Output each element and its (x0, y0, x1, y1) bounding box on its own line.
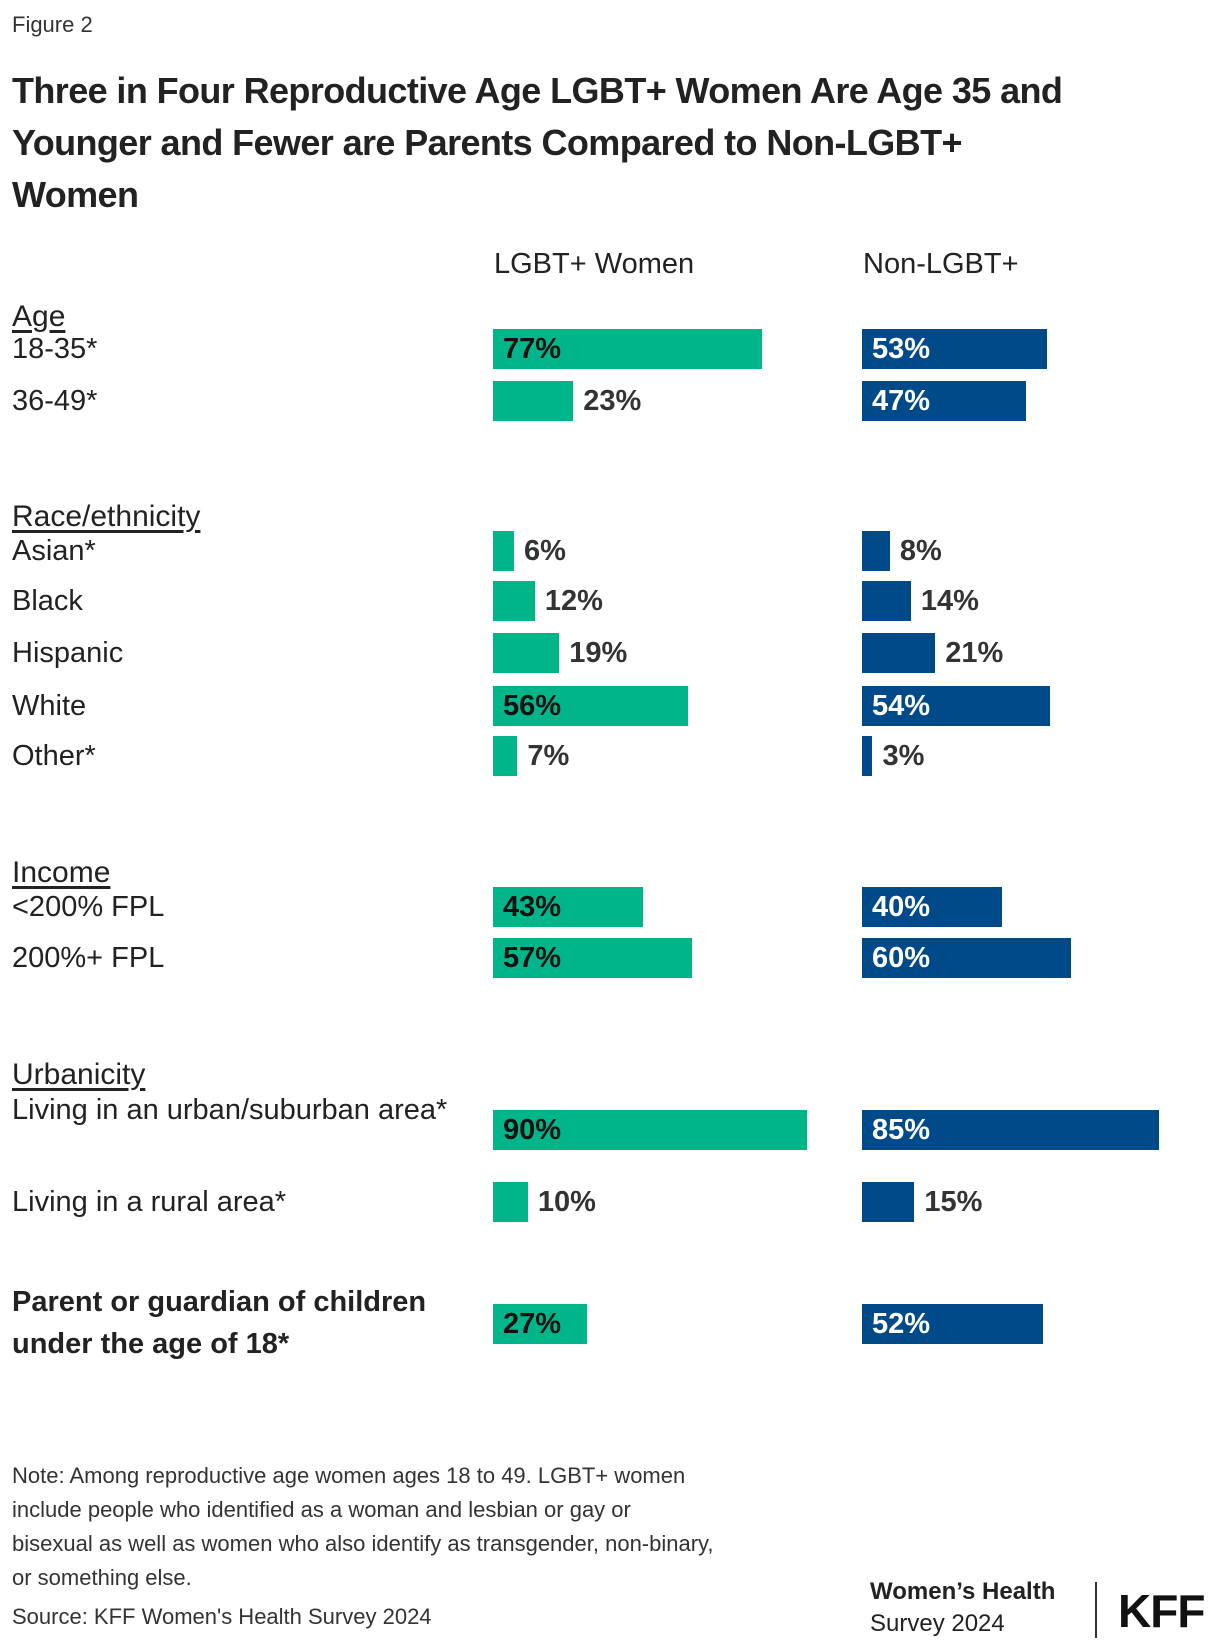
data-label-non-lgbt: 85% (872, 1114, 931, 1146)
bar-non-lgbt (862, 1182, 915, 1222)
row-label: Black (12, 585, 83, 617)
chart-title-line-2: Younger and Fewer are Parents Compared t… (12, 122, 963, 163)
bar-non-lgbt (862, 887, 1002, 927)
row-label: Other* (12, 740, 96, 772)
note-line-2: include people who identified as a woman… (12, 1497, 631, 1522)
kff-logo: KFF (1118, 1585, 1205, 1637)
section-heading: Income (12, 856, 111, 889)
data-label-non-lgbt: 60% (872, 942, 931, 974)
data-label-non-lgbt: 40% (872, 891, 931, 923)
data-label-lgbt: 6% (523, 535, 566, 567)
logo-divider (1095, 1582, 1097, 1638)
bar-lgbt (493, 938, 692, 978)
section-heading: Urbanicity (12, 1058, 146, 1091)
chart-title-line-3: Women (12, 174, 139, 215)
column-header-lgbt: LGBT+ Women (494, 248, 695, 280)
data-label-non-lgbt: 53% (872, 333, 931, 365)
figure-label: Figure 2 (12, 12, 93, 37)
column-header-non-lgbt: Non-LGBT+ (863, 248, 1019, 280)
bar-lgbt (493, 1182, 528, 1222)
bar-non-lgbt (862, 686, 1051, 726)
data-label-lgbt: 77% (503, 333, 562, 365)
data-label-lgbt: 12% (544, 585, 603, 617)
data-label-lgbt: 7% (527, 740, 570, 772)
data-label-lgbt: 57% (503, 942, 562, 974)
bar-non-lgbt (862, 938, 1072, 978)
bar-non-lgbt (862, 381, 1027, 421)
note-line-3: bisexual as well as women who also ident… (12, 1531, 714, 1556)
bar-non-lgbt (862, 1304, 1044, 1344)
bar-non-lgbt (862, 329, 1047, 369)
bar-lgbt (493, 887, 644, 927)
row-label: <200% FPL (12, 891, 165, 923)
bar-non-lgbt (862, 531, 890, 571)
row-label: 200%+ FPL (12, 942, 165, 974)
row-label: Asian* (12, 535, 96, 567)
row-label: Parent or guardian of children under the… (12, 1286, 427, 1360)
section-heading: Age (12, 300, 66, 333)
bar-lgbt (493, 1110, 808, 1150)
bar-lgbt (493, 686, 689, 726)
data-label-non-lgbt: 21% (945, 637, 1004, 669)
bar-lgbt (493, 381, 574, 421)
data-label-lgbt: 19% (569, 637, 628, 669)
survey-logo-line-2: Survey 2024 (870, 1610, 1005, 1637)
bar-non-lgbt (862, 1110, 1159, 1150)
note-line-4: or something else. (12, 1565, 192, 1590)
row-label: Hispanic (12, 637, 124, 669)
section-heading: Race/ethnicity (12, 500, 201, 533)
bar-lgbt (493, 736, 518, 776)
data-label-lgbt: 23% (583, 385, 642, 417)
row-label: 18-35* (12, 333, 98, 365)
row-label: White (12, 690, 87, 722)
bar-lgbt (493, 633, 560, 673)
data-label-lgbt: 90% (503, 1114, 562, 1146)
row-label: 36-49* (12, 385, 98, 417)
data-label-non-lgbt: 3% (882, 740, 925, 772)
data-label-non-lgbt: 54% (872, 690, 931, 722)
source-text: Source: KFF Women's Health Survey 2024 (12, 1604, 432, 1629)
data-label-lgbt: 43% (503, 891, 562, 923)
bar-lgbt (493, 531, 514, 571)
survey-logo-line-1: Women’s Health (870, 1578, 1056, 1605)
row-label: Living in a rural area* (12, 1186, 287, 1218)
chart-title-line-1: Three in Four Reproductive Age LGBT+ Wom… (12, 70, 1063, 111)
bar-lgbt (493, 1304, 588, 1344)
data-label-non-lgbt: 52% (872, 1308, 931, 1340)
bar-lgbt (493, 329, 762, 369)
note-line-1: Note: Among reproductive age women ages … (12, 1463, 686, 1488)
data-label-non-lgbt: 8% (899, 535, 942, 567)
data-label-lgbt: 10% (537, 1186, 596, 1218)
bar-lgbt (493, 581, 535, 621)
data-label-non-lgbt: 14% (920, 585, 979, 617)
bar-non-lgbt (862, 581, 911, 621)
data-label-non-lgbt: 47% (872, 385, 931, 417)
bar-non-lgbt (862, 633, 936, 673)
bar-non-lgbt (862, 736, 873, 776)
data-label-lgbt: 27% (503, 1308, 562, 1340)
data-label-lgbt: 56% (503, 690, 562, 722)
data-label-non-lgbt: 15% (924, 1186, 983, 1218)
row-label: Living in an urban/suburban area* (12, 1094, 448, 1126)
